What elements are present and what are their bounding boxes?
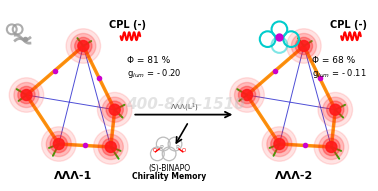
Circle shape: [75, 37, 92, 55]
Circle shape: [239, 86, 256, 104]
Circle shape: [314, 130, 349, 164]
Circle shape: [53, 138, 64, 150]
Circle shape: [262, 127, 297, 161]
Text: P: P: [175, 145, 179, 150]
Circle shape: [271, 135, 288, 153]
Text: P: P: [160, 145, 163, 150]
Circle shape: [66, 29, 101, 63]
Circle shape: [242, 90, 253, 100]
Circle shape: [78, 40, 89, 52]
Text: O: O: [182, 148, 186, 153]
Text: Chirality Memory: Chirality Memory: [132, 172, 206, 181]
Circle shape: [98, 92, 132, 127]
Text: $\Lambda\Lambda\Lambda$(L$^1$): $\Lambda\Lambda\Lambda$(L$^1$): [170, 102, 198, 114]
Circle shape: [326, 142, 337, 152]
Circle shape: [9, 78, 44, 112]
Circle shape: [267, 131, 292, 157]
Circle shape: [18, 86, 35, 104]
Circle shape: [71, 33, 96, 58]
Text: g$_{lum}$ = - 0.11: g$_{lum}$ = - 0.11: [312, 67, 366, 80]
Circle shape: [234, 83, 260, 108]
Text: CPL (-): CPL (-): [330, 19, 367, 30]
Circle shape: [106, 101, 123, 118]
Circle shape: [14, 83, 39, 108]
Text: ΛΛΛ-1: ΛΛΛ-1: [54, 171, 93, 181]
Circle shape: [109, 104, 120, 115]
Circle shape: [230, 78, 264, 112]
Circle shape: [323, 97, 348, 122]
Text: (S)-BINAPO: (S)-BINAPO: [148, 164, 190, 173]
Circle shape: [102, 97, 127, 122]
Text: CPL (-): CPL (-): [109, 19, 146, 30]
Text: O: O: [152, 148, 156, 153]
Text: Φ = 81 %: Φ = 81 %: [127, 56, 171, 65]
Circle shape: [93, 130, 128, 164]
Text: Φ = 68 %: Φ = 68 %: [312, 56, 355, 65]
Circle shape: [42, 127, 76, 161]
Circle shape: [98, 134, 123, 159]
Circle shape: [330, 104, 341, 115]
Circle shape: [21, 90, 32, 100]
Text: ΛΛΛ-2: ΛΛΛ-2: [275, 171, 313, 181]
Circle shape: [298, 40, 310, 52]
Circle shape: [318, 92, 353, 127]
Circle shape: [46, 131, 71, 157]
Circle shape: [102, 138, 119, 156]
Circle shape: [50, 135, 67, 153]
Circle shape: [295, 37, 313, 55]
Circle shape: [105, 142, 116, 152]
Text: g$_{lum}$ = - 0.20: g$_{lum}$ = - 0.20: [127, 67, 182, 80]
Circle shape: [323, 138, 340, 156]
Text: 400-840-1510: 400-840-1510: [126, 97, 245, 112]
Circle shape: [287, 29, 321, 63]
Circle shape: [327, 101, 344, 118]
Circle shape: [274, 138, 285, 150]
Circle shape: [319, 134, 344, 159]
Circle shape: [291, 33, 316, 58]
